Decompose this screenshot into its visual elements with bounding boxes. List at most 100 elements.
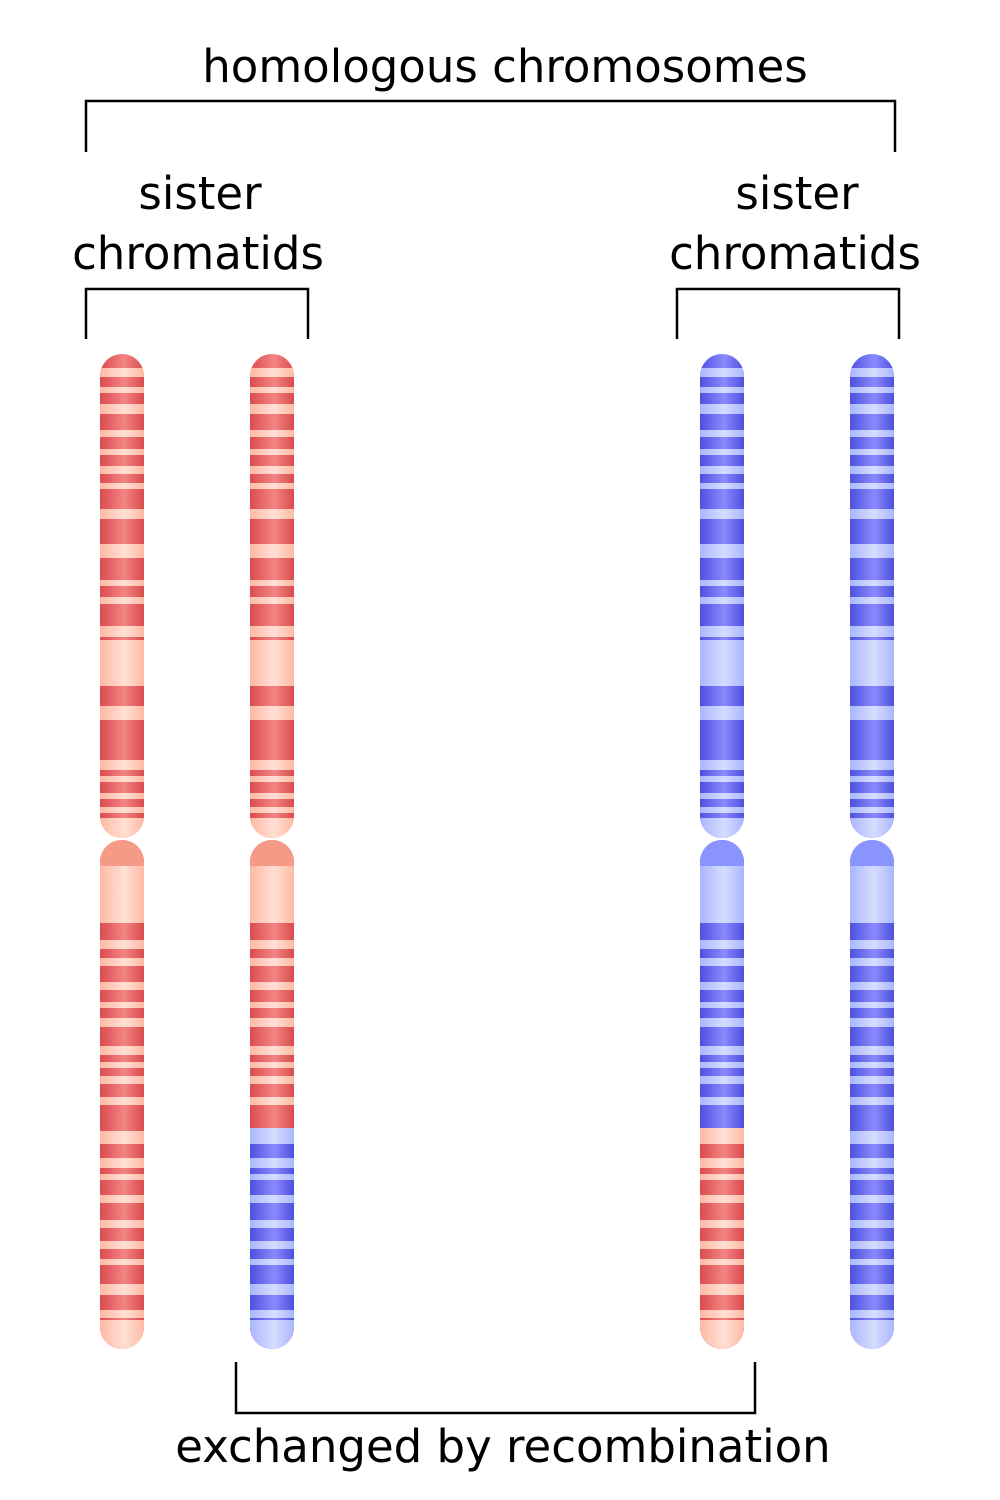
light-band — [700, 544, 744, 558]
light-band — [850, 807, 894, 813]
light-band — [100, 640, 144, 686]
chromatid-right-2 — [850, 354, 894, 1349]
homologous-bracket — [84, 99, 897, 152]
light-band — [850, 706, 894, 720]
light-band — [850, 818, 894, 826]
light-band — [850, 1220, 894, 1228]
light-band — [250, 1097, 294, 1105]
light-band — [850, 430, 894, 437]
light-band — [700, 483, 744, 489]
light-band — [100, 597, 144, 604]
light-band — [700, 776, 744, 782]
light-band — [850, 1076, 894, 1084]
light-band — [700, 1002, 744, 1008]
light-band — [850, 776, 894, 782]
chromatid-right-1 — [700, 354, 744, 1349]
light-band — [250, 706, 294, 720]
light-band — [100, 404, 144, 414]
light-band — [250, 1018, 294, 1027]
light-band — [700, 626, 744, 637]
light-band — [250, 958, 294, 966]
light-band — [250, 940, 294, 949]
centromere-band — [100, 826, 144, 838]
light-band — [250, 776, 294, 782]
light-band — [100, 1259, 144, 1265]
light-band — [100, 1241, 144, 1249]
light-band — [850, 793, 894, 799]
end-cap — [250, 1320, 294, 1349]
light-band — [850, 940, 894, 949]
light-band — [100, 760, 144, 770]
upper-arm — [100, 354, 144, 838]
recombination-bracket — [234, 1362, 757, 1415]
light-band — [700, 449, 744, 455]
light-band — [700, 1259, 744, 1265]
light-band — [250, 760, 294, 770]
light-band — [700, 509, 744, 519]
centromere-band — [700, 826, 744, 838]
light-band — [700, 1128, 744, 1136]
light-band — [100, 580, 144, 586]
light-band — [100, 449, 144, 455]
light-band — [250, 1062, 294, 1068]
light-band — [100, 1002, 144, 1008]
light-band — [250, 866, 294, 923]
light-band — [700, 1220, 744, 1228]
light-band — [700, 982, 744, 990]
light-band — [700, 368, 744, 377]
light-band — [100, 982, 144, 990]
light-band — [850, 368, 894, 377]
light-band — [850, 483, 894, 489]
light-band — [250, 1046, 294, 1055]
exchanged-by-recombination-label: exchanged by recombination — [175, 1420, 830, 1473]
light-band — [850, 1158, 894, 1168]
light-band — [250, 807, 294, 813]
light-band — [100, 940, 144, 949]
light-band — [850, 1195, 894, 1203]
light-band — [250, 580, 294, 586]
light-band — [850, 626, 894, 637]
light-band — [250, 793, 294, 799]
light-band — [100, 466, 144, 474]
light-band — [250, 1128, 294, 1136]
light-band — [250, 387, 294, 393]
sister-right-bracket — [675, 287, 901, 339]
light-band — [850, 1002, 894, 1008]
light-band — [850, 597, 894, 604]
lower-arm — [850, 840, 894, 1349]
light-band — [250, 430, 294, 437]
light-band — [100, 1220, 144, 1228]
light-band — [250, 1174, 294, 1180]
light-band — [100, 776, 144, 782]
light-band — [100, 1284, 144, 1295]
light-band — [100, 807, 144, 813]
light-band — [700, 1195, 744, 1203]
light-band — [700, 1158, 744, 1168]
light-band — [700, 1284, 744, 1295]
sister-chromatids-right-label-line1: sister — [735, 167, 859, 220]
light-band — [100, 818, 144, 826]
light-band — [250, 1241, 294, 1249]
light-band — [700, 1018, 744, 1027]
light-band — [100, 1097, 144, 1105]
light-band — [700, 958, 744, 966]
light-band — [700, 706, 744, 720]
light-band — [100, 1076, 144, 1084]
homologous-chromosomes-label: homologous chromosomes — [202, 40, 807, 93]
centromere-cap — [100, 840, 144, 867]
chromatid-left-2 — [250, 354, 294, 1349]
light-band — [100, 958, 144, 966]
light-band — [250, 1158, 294, 1168]
lower-arm — [100, 840, 144, 1349]
light-band — [250, 1002, 294, 1008]
light-band — [250, 368, 294, 377]
end-cap — [100, 1320, 144, 1349]
light-band — [850, 1310, 894, 1318]
light-band — [700, 807, 744, 813]
centromere-band — [250, 826, 294, 838]
light-band — [850, 509, 894, 519]
light-band — [100, 544, 144, 558]
centromere-band — [850, 826, 894, 838]
light-band — [250, 626, 294, 637]
light-band — [250, 597, 294, 604]
